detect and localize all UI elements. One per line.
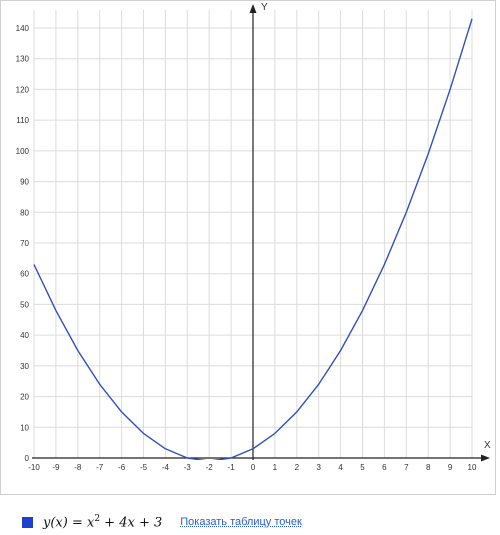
x-tick-label: 6	[382, 463, 387, 472]
x-tick-label: 9	[448, 463, 453, 472]
x-tick-label: -5	[140, 463, 148, 472]
y-tick-label: 20	[20, 393, 29, 402]
y-tick-label: 70	[20, 239, 29, 248]
formula-lhs: y(x) = x	[43, 515, 95, 531]
x-tick-label: -3	[184, 463, 192, 472]
x-tick-label: -9	[52, 463, 60, 472]
legend-formula: y(x) = x2 + 4x + 3	[43, 514, 162, 530]
x-tick-label: -4	[162, 463, 170, 472]
y-tick-label: 120	[16, 85, 30, 94]
x-tick-label: -8	[74, 463, 82, 472]
x-tick-label: 2	[295, 463, 300, 472]
y-axis-label: Y	[261, 2, 268, 13]
chart-frame: -10 -9 -8 -7 -6 -5 -4 -3 -2 -1 0 1 2 3 4 5 6 7 8 9 10 0 10 20 30…	[0, 0, 496, 495]
chart-plot: -10 -9 -8 -7 -6 -5 -4 -3 -2 -1 0 1 2 3 4 5 6 7 8 9 100102030…	[16, 2, 491, 472]
x-tick-label: 5	[360, 463, 365, 472]
y-tick-label: 0	[25, 454, 30, 463]
x-tick-label: -7	[96, 463, 104, 472]
y-tick-label: 80	[20, 208, 29, 217]
legend-swatch	[22, 516, 33, 528]
x-tick-label: 8	[426, 463, 431, 472]
y-tick-label: 100	[16, 147, 30, 156]
show-points-table-link[interactable]: Показать таблицу точек	[180, 516, 302, 528]
y-axis-arrow	[249, 4, 257, 13]
x-tick-label: 1	[273, 463, 278, 472]
axes	[32, 4, 490, 462]
x-tick-label: 7	[404, 463, 409, 472]
tick-labels: -10 -9 -8 -7 -6 -5 -4 -3 -2 -1 0 1 2 3 4 5 6 7 8 9 100102030…	[16, 24, 477, 472]
x-tick-label: 0	[251, 463, 256, 472]
legend: y(x) = x2 + 4x + 3 Показать таблицу точе…	[22, 512, 302, 532]
y-tick-label: 130	[16, 55, 30, 64]
y-tick-label: 40	[20, 331, 29, 340]
y-tick-label: 110	[16, 116, 29, 125]
y-tick-label: 50	[20, 300, 29, 309]
x-tick-label: 3	[316, 463, 321, 472]
formula-exponent: 2	[94, 513, 101, 524]
x-tick-label: -1	[228, 463, 236, 472]
y-tick-label: 60	[20, 270, 29, 279]
x-axis-arrow	[481, 454, 490, 462]
y-tick-label: 30	[20, 362, 29, 371]
y-tick-label: 90	[20, 178, 29, 187]
series-line-0	[33, 18, 473, 460]
x-tick-label: -10	[28, 463, 40, 472]
formula-rhs: + 4x + 3	[100, 515, 163, 531]
x-axis-label: X	[484, 440, 491, 451]
series-layer	[33, 18, 473, 460]
x-tick-label: -6	[118, 463, 126, 472]
y-tick-label: 140	[16, 24, 30, 33]
x-tick-label: -2	[206, 463, 214, 472]
x-tick-label: 4	[338, 463, 343, 472]
x-tick-label: 10	[468, 463, 477, 472]
y-tick-label: 10	[20, 423, 29, 432]
